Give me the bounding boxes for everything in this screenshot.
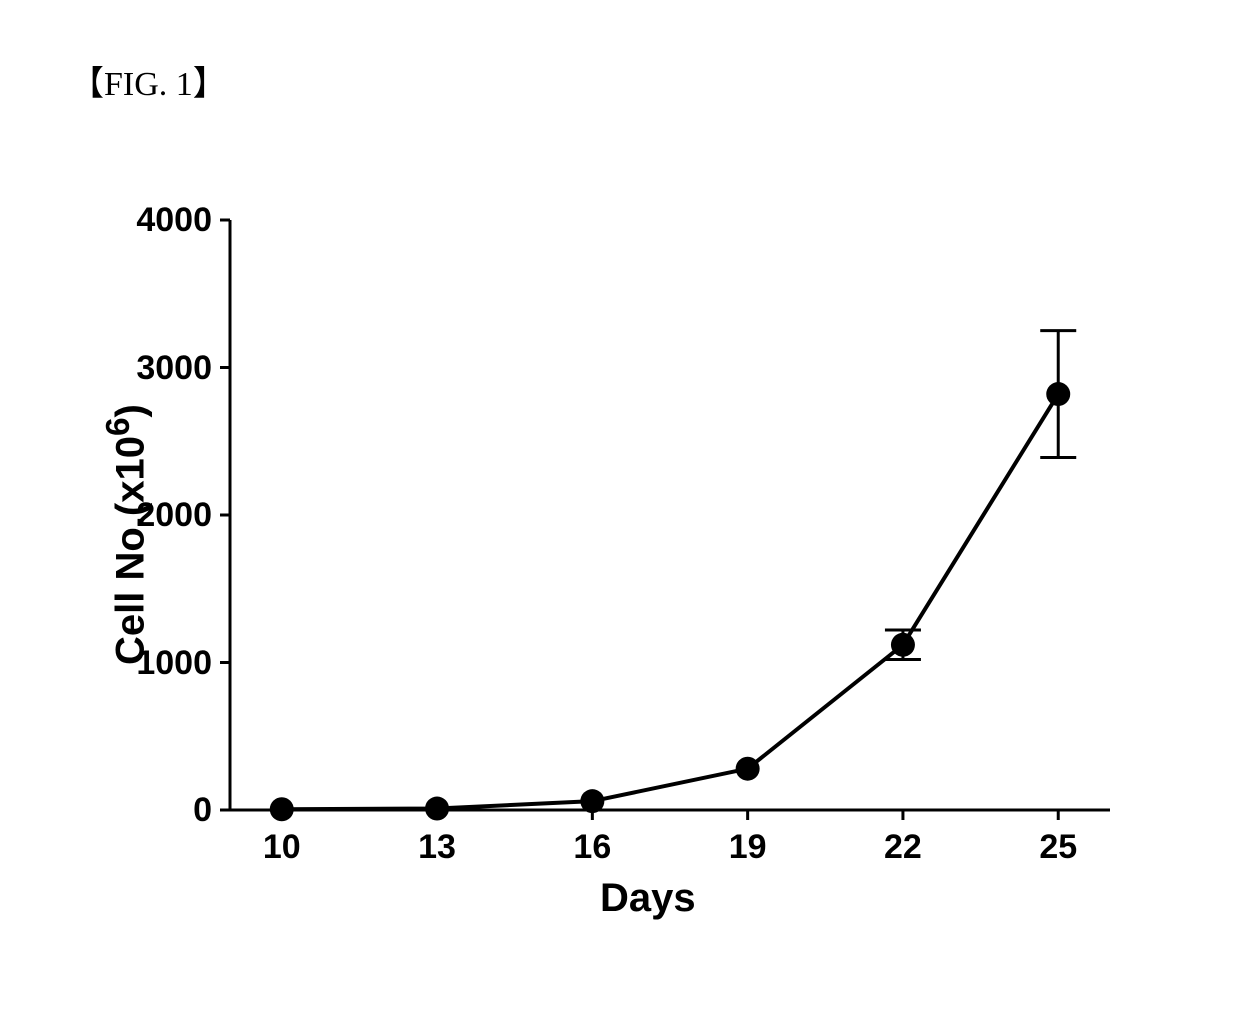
y-axis-label-tail: ) [108, 404, 152, 417]
x-tick-label: 22 [878, 828, 928, 867]
x-tick-label: 16 [567, 828, 617, 867]
chart-svg [230, 220, 1110, 810]
y-tick-label: 3000 [136, 349, 212, 388]
chart-area [230, 220, 1110, 810]
page: 【FIG. 1】 Cell No.(x106) Days 0 1000 2000 30… [0, 0, 1240, 1030]
x-tick-label: 19 [723, 828, 773, 867]
y-tick-label: 1000 [136, 644, 212, 683]
x-tick-label: 13 [412, 828, 462, 867]
y-tick-label: 2000 [136, 496, 212, 535]
y-axis-label-text: Cell No.(x10 [108, 436, 152, 665]
y-tick-label: 4000 [136, 201, 212, 240]
x-tick-label: 25 [1033, 828, 1083, 867]
x-tick-label: 10 [257, 828, 307, 867]
y-tick-label: 0 [193, 791, 212, 830]
y-axis-label-exp: 6 [100, 417, 137, 436]
x-axis-label: Days [600, 876, 696, 921]
figure-caption: 【FIG. 1】 [70, 56, 227, 105]
